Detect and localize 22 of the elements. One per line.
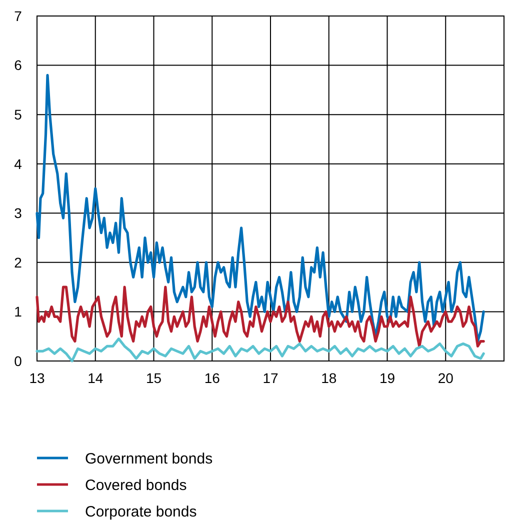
y-tick-label: 7 — [14, 8, 22, 24]
legend-label: Corporate bonds — [85, 503, 197, 520]
x-tick-label: 13 — [29, 370, 45, 386]
x-tick-label: 19 — [379, 370, 396, 386]
line-series — [36, 286, 485, 348]
y-tick-label: 5 — [14, 106, 22, 122]
y-tick-label: 0 — [14, 352, 22, 369]
x-tick-label: 18 — [321, 370, 337, 386]
line-series — [36, 74, 485, 343]
x-tick-label: 20 — [438, 370, 454, 386]
y-tick-label: 6 — [14, 57, 22, 74]
y-tick-label: 1 — [14, 304, 22, 320]
x-tick-label: 15 — [146, 370, 162, 386]
x-tick-label: 16 — [204, 370, 220, 386]
y-tick-label: 2 — [14, 254, 22, 270]
line-series — [36, 338, 485, 362]
legend-label: Covered bonds — [85, 476, 187, 494]
x-tick-label: 14 — [88, 370, 104, 386]
x-tick-label: 17 — [262, 370, 278, 386]
legend-label: Government bonds — [85, 450, 213, 468]
y-tick-label: 3 — [14, 205, 22, 222]
y-tick-label: 4 — [14, 156, 22, 172]
